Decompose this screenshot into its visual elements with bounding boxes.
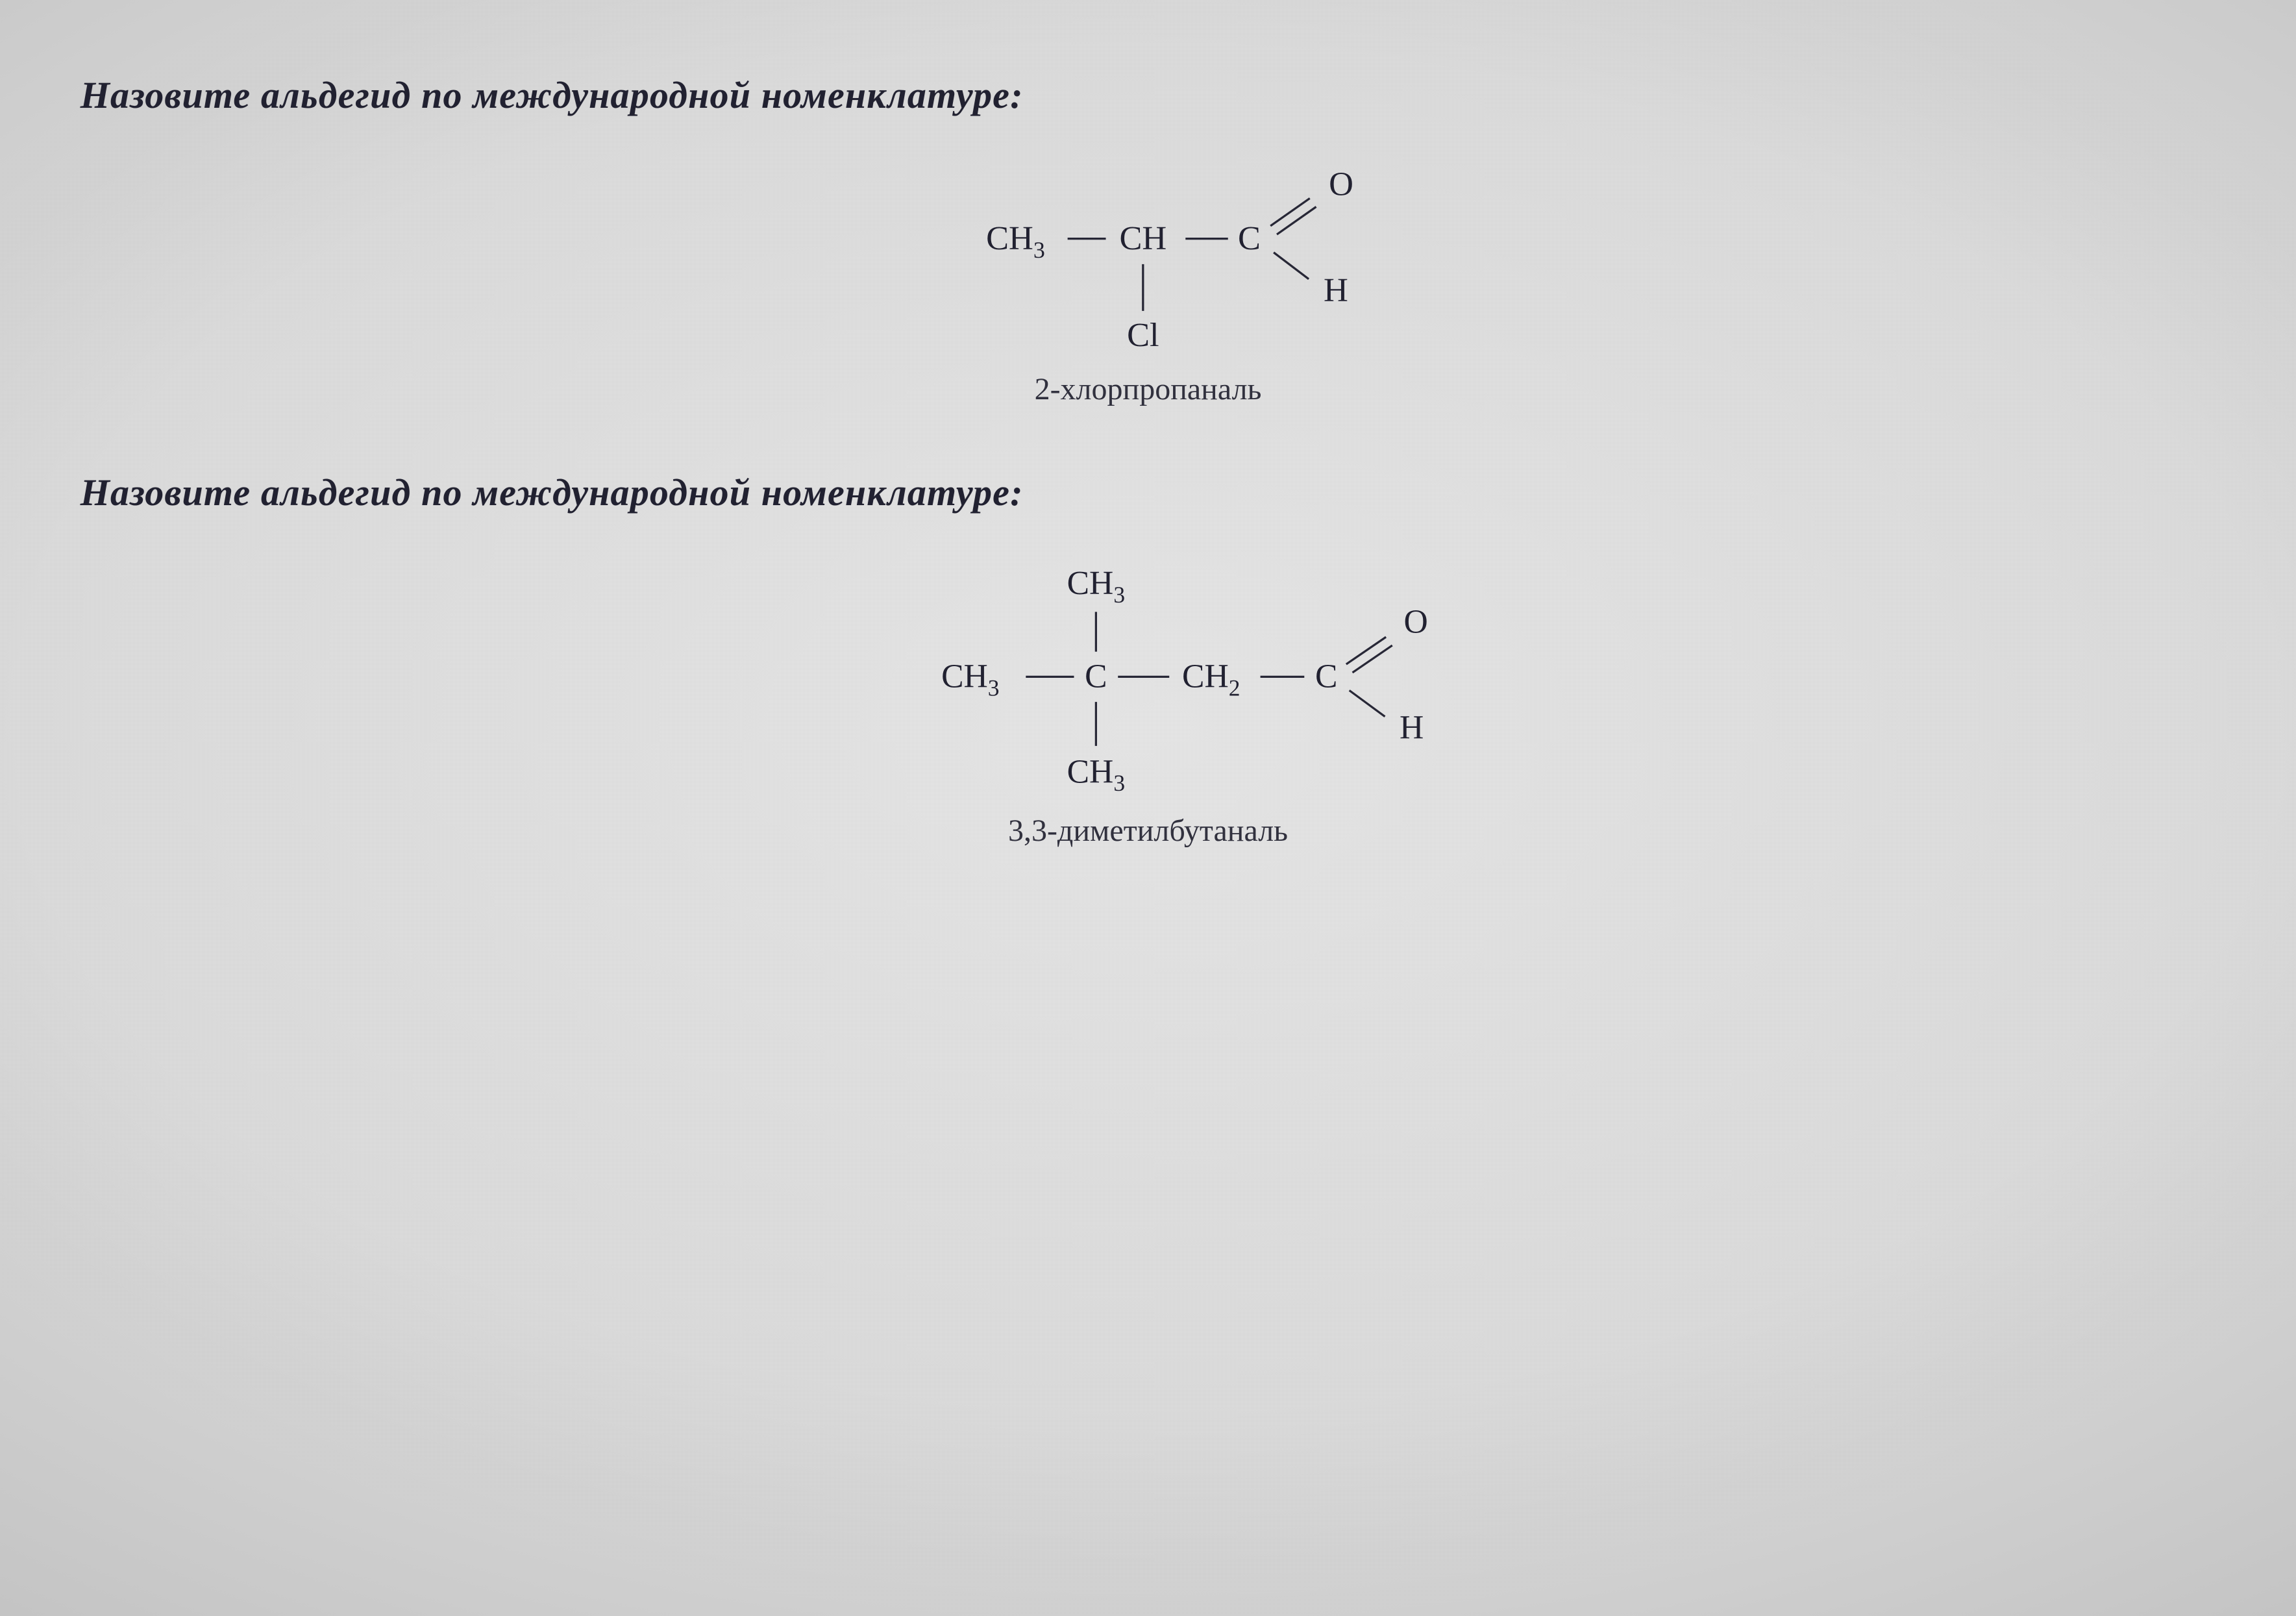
svg-text:CH3: CH3 (986, 219, 1045, 262)
problem-1-prompt: Назовите альдегид по международной номен… (80, 73, 2216, 117)
problem-1-structure-svg: CH3 CH C O H Cl (856, 164, 1440, 366)
svg-text:CH: CH (1119, 219, 1167, 256)
svg-text:C: C (1085, 658, 1107, 695)
svg-text:O: O (1329, 165, 1353, 203)
problem-2-prompt: Назовите альдегид по международной номен… (80, 471, 2216, 514)
page: Назовите альдегид по международной номен… (0, 0, 2296, 1616)
svg-text:O: O (1403, 603, 1427, 640)
svg-text:Cl: Cl (1127, 316, 1159, 353)
svg-text:CH3: CH3 (941, 658, 999, 701)
svg-text:C: C (1237, 219, 1260, 256)
svg-text:H: H (1324, 271, 1348, 309)
svg-text:CH2: CH2 (1182, 658, 1240, 701)
problem-1-answer: 2-хлорпропаналь (80, 371, 2216, 407)
svg-text:C: C (1315, 658, 1337, 695)
problem-1-structure: CH3 CH C O H Cl 2-хлорпропаналь (80, 164, 2216, 407)
problem-2-structure-svg: CH3 CH3 C CH2 C O H CH3 (824, 562, 1473, 808)
svg-text:CH3: CH3 (1067, 753, 1124, 796)
problem-1-atoms: CH3 CH C O H Cl (986, 165, 1353, 353)
problem-2-structure: CH3 CH3 C CH2 C O H CH3 3,3-диметилбутан… (80, 562, 2216, 849)
svg-text:CH3: CH3 (1067, 565, 1124, 608)
problem-2-answer: 3,3-диметилбутаналь (80, 813, 2216, 849)
problem-2-atoms: CH3 CH3 C CH2 C O H CH3 (941, 565, 1428, 796)
svg-text:H: H (1400, 709, 1424, 746)
problem-1-bonds (1067, 198, 1316, 310)
